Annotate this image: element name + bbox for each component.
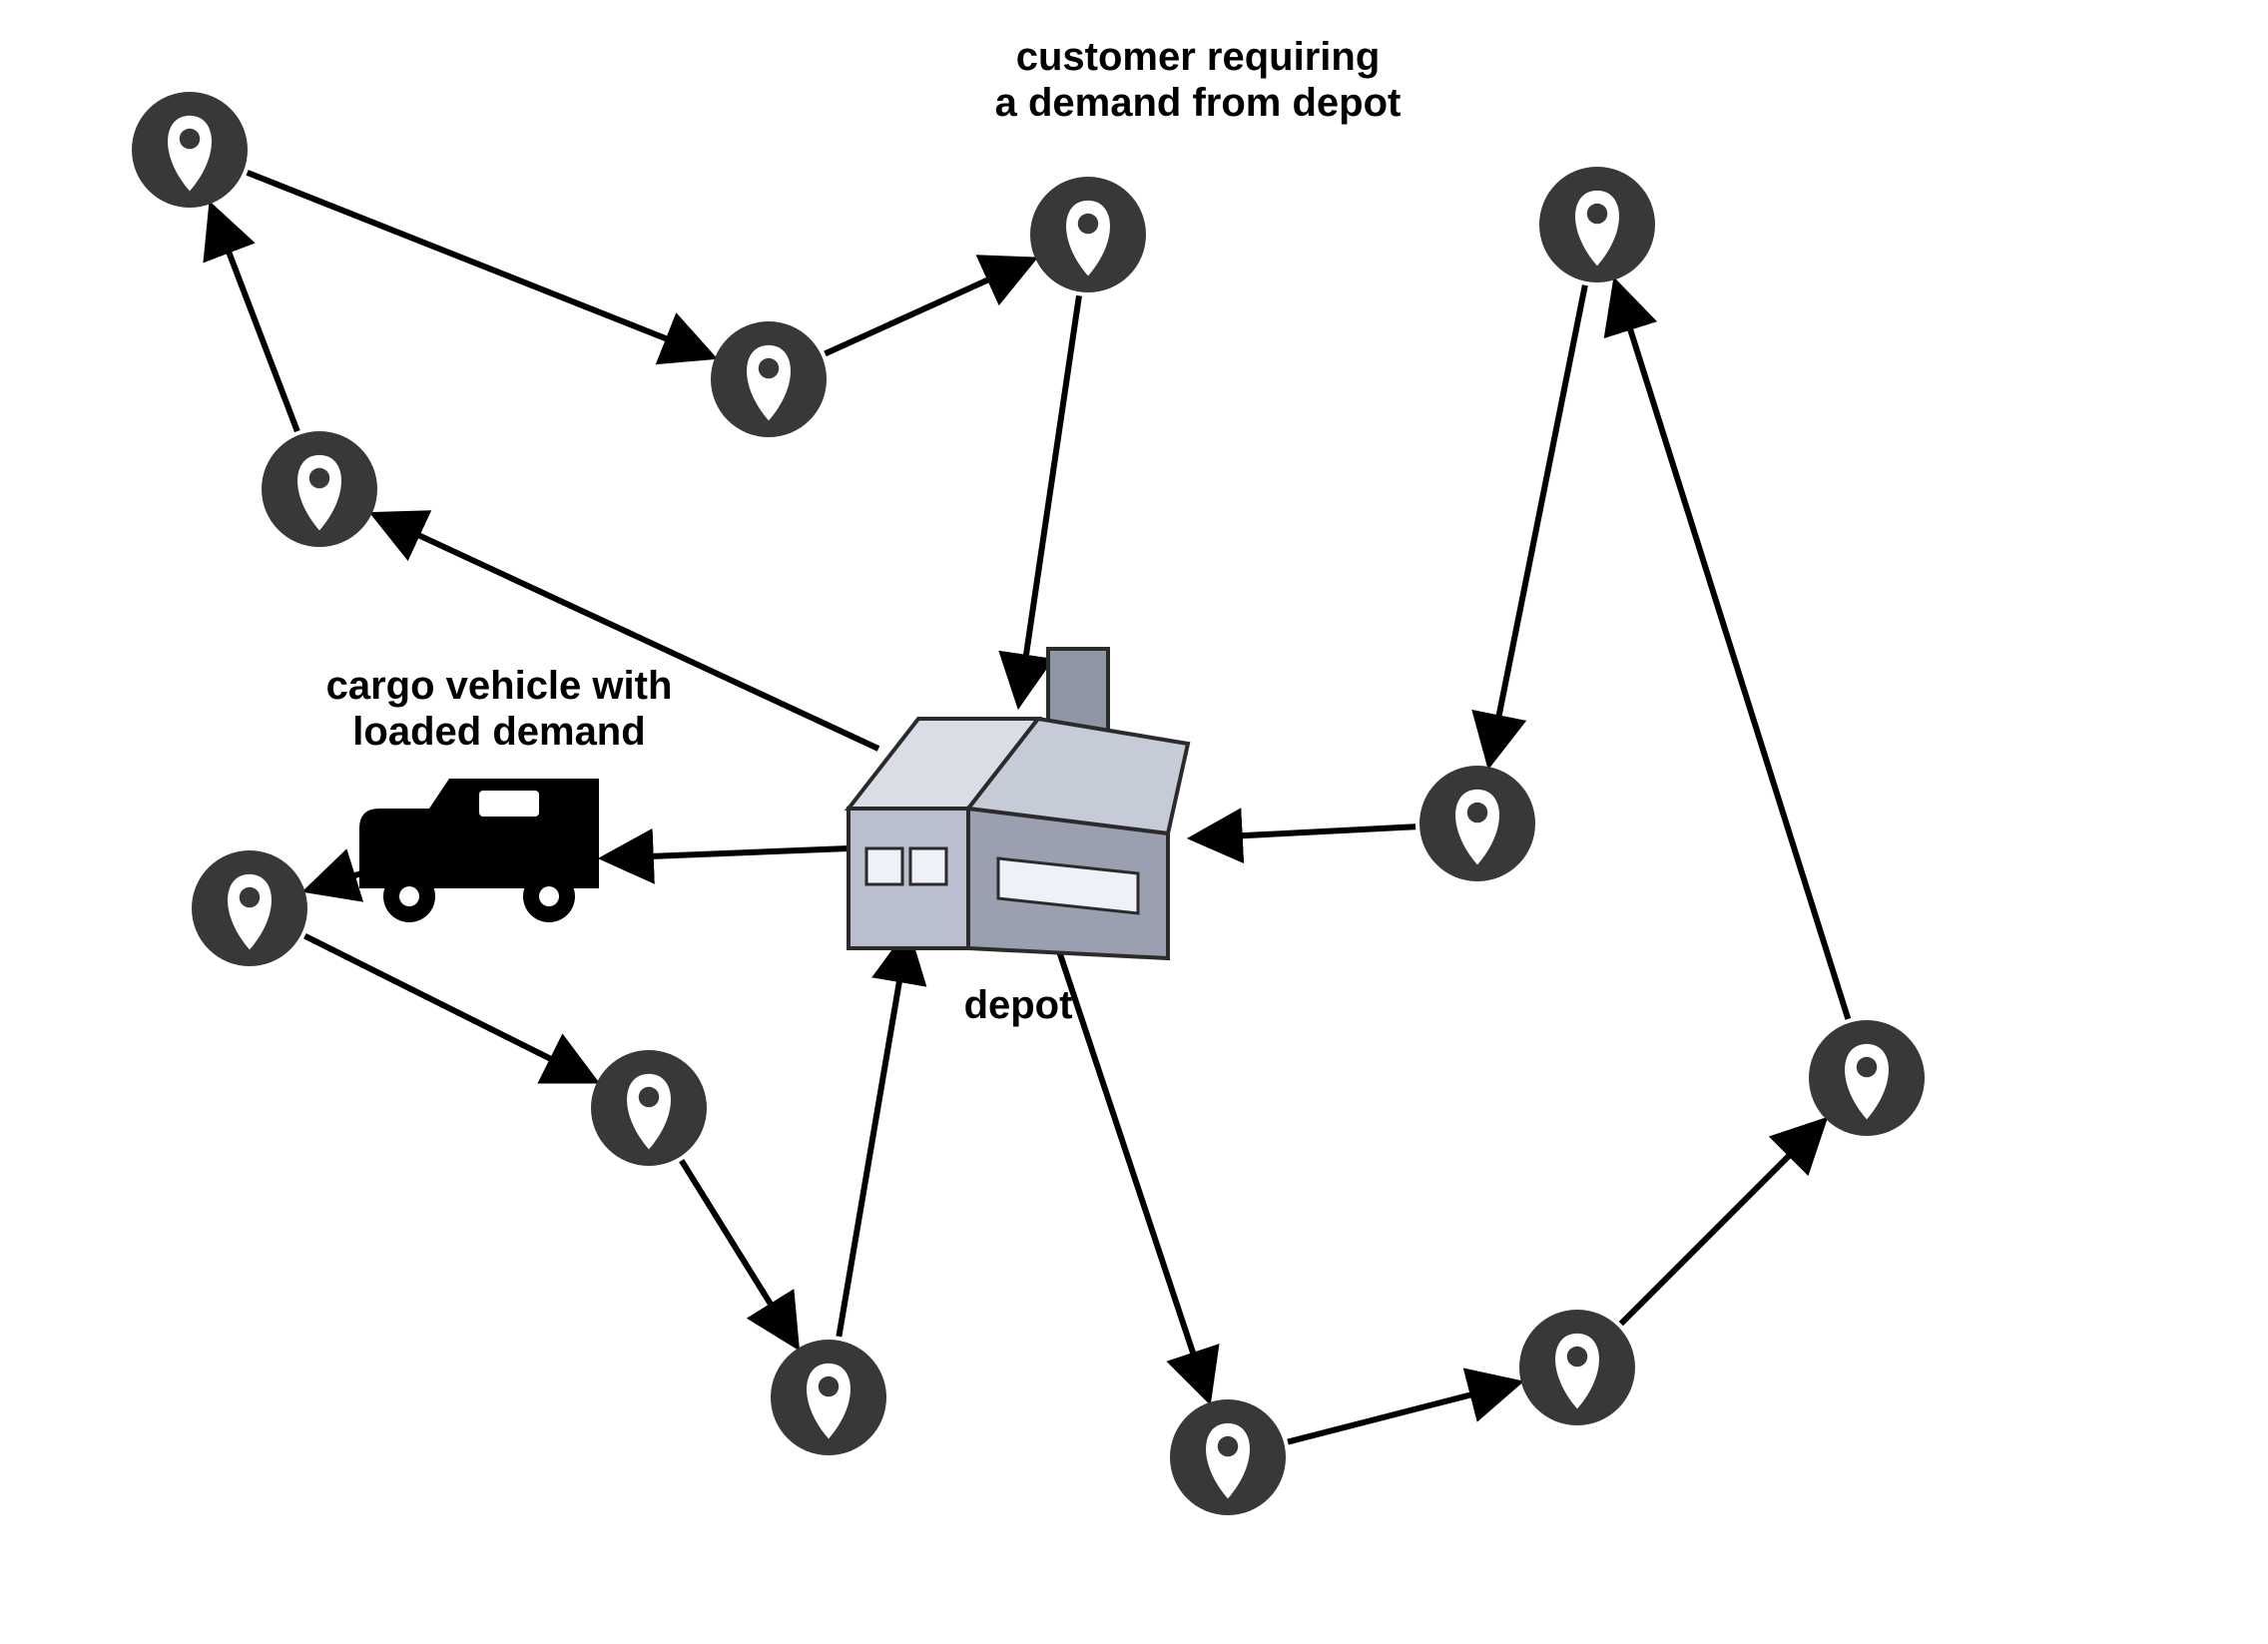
route-edge <box>609 848 849 858</box>
route-edge <box>248 173 708 355</box>
route-edge <box>682 1161 794 1342</box>
route-edge <box>839 938 906 1337</box>
route-edge <box>1621 1125 1820 1324</box>
customer-node <box>1170 1399 1286 1515</box>
customer-node <box>771 1340 886 1455</box>
route-edge <box>1019 295 1079 699</box>
customer-node <box>1519 1310 1635 1425</box>
cargo-vehicle-icon <box>359 779 599 922</box>
customer-node <box>132 92 248 208</box>
customer-node <box>711 321 827 437</box>
route-edge <box>1058 948 1207 1394</box>
depot-label: depot <box>964 983 1073 1027</box>
route-edge <box>1288 1383 1513 1441</box>
route-edge <box>1490 285 1585 759</box>
customer-node <box>591 1050 707 1166</box>
vehicle-label-line1: cargo vehicle with <box>326 664 673 708</box>
customer-node <box>262 431 377 547</box>
customer-node <box>1539 167 1655 282</box>
customer-node <box>192 850 307 966</box>
route-edge <box>825 262 1027 353</box>
customer-label-line1: customer requiring <box>1016 35 1381 79</box>
customer-node <box>1809 1020 1925 1136</box>
route-edge <box>304 936 590 1079</box>
customer-node <box>1030 177 1146 292</box>
customer-label-line2: a demand from depot <box>995 81 1402 125</box>
customer-node <box>1419 766 1535 881</box>
route-edge <box>214 212 297 431</box>
route-edge <box>1198 826 1416 837</box>
vehicle-label-line2: loaded demand <box>352 710 645 754</box>
route-edge <box>1617 287 1848 1019</box>
